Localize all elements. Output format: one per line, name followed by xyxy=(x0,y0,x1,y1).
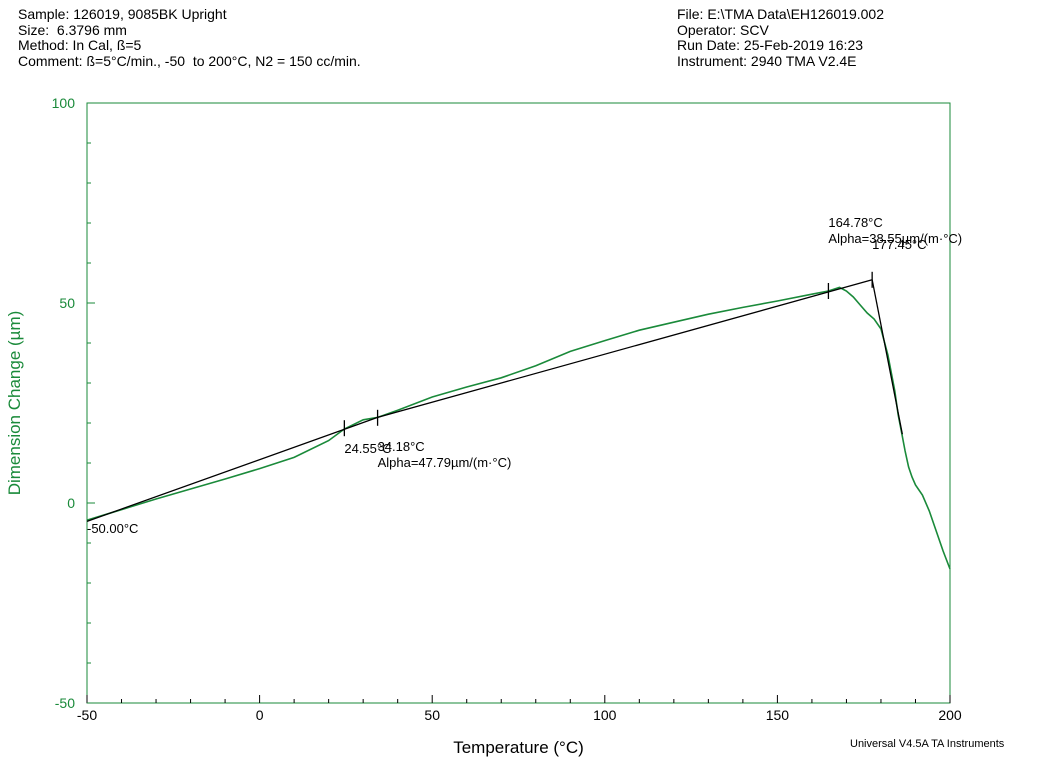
tangent-line xyxy=(871,279,904,435)
x-axis-label: Temperature (°C) xyxy=(453,738,584,757)
x-tick-label: 0 xyxy=(256,707,264,723)
x-tick-label: 200 xyxy=(938,707,962,723)
y-axis-label: Dimension Change (µm) xyxy=(5,311,24,496)
annotation-label: 164.78°C xyxy=(828,215,882,230)
run-date-line: Run Date: 25-Feb-2019 16:23 xyxy=(677,37,864,53)
software-version: Universal V4.5A TA Instruments xyxy=(850,738,1005,750)
x-tick-label: 100 xyxy=(593,707,617,723)
annotation-label: 34.18°C xyxy=(378,439,425,454)
comment-line: Comment: ß=5°C/min., -50 to 200°C, N2 = … xyxy=(18,52,361,69)
method-line: Method: In Cal, ß=5 xyxy=(18,37,142,53)
instrument-line: Instrument: 2940 TMA V2.4E xyxy=(677,52,857,69)
sample-line: Sample: 126019, 9085BK Upright xyxy=(18,6,227,22)
x-tick-label: 150 xyxy=(766,707,790,723)
size-line: Size: 6.3796 mm xyxy=(18,21,127,38)
annotation-label: Alpha=47.79µm/(m·°C) xyxy=(378,455,512,470)
y-tick-label: -50 xyxy=(55,695,75,711)
file-line: File: E:\TMA Data\EH126019.002 xyxy=(677,6,884,22)
y-tick-label: 50 xyxy=(59,295,75,311)
x-tick-label: 50 xyxy=(424,707,440,723)
operator-line: Operator: SCV xyxy=(677,21,769,38)
x-tick-label: -50 xyxy=(77,707,97,723)
annotation-label: 177.45°C xyxy=(872,237,926,252)
tangent-line xyxy=(86,416,378,523)
plot-frame xyxy=(86,102,951,704)
run-info-right: File: E:\TMA Data\EH126019.002 Operator:… xyxy=(677,6,884,69)
run-info-left: Sample: 126019, 9085BK Upright Size: 6.3… xyxy=(18,6,361,69)
annotation-label: Alpha=38.55µm/(m·°C) xyxy=(828,231,962,246)
annotation-label: 24.55°C xyxy=(344,441,391,456)
annotation-label: -50.00°C xyxy=(87,521,138,536)
tangent-line xyxy=(377,279,873,419)
dimension-change-curve xyxy=(86,286,951,570)
y-tick-label: 100 xyxy=(52,95,76,111)
y-tick-label: 0 xyxy=(67,495,75,511)
